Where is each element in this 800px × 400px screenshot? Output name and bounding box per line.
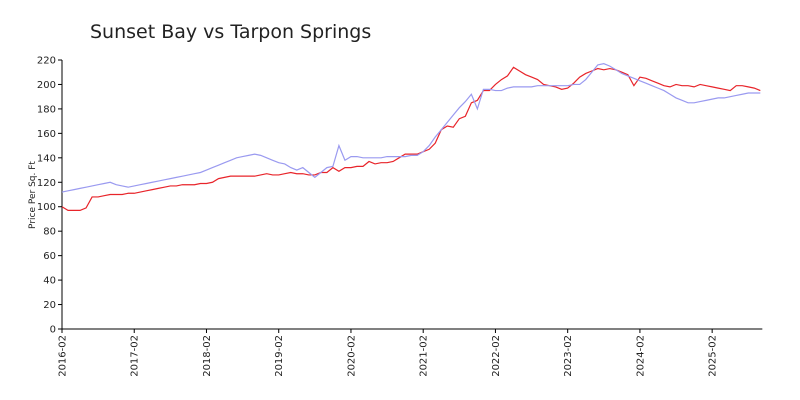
- y-axis-label: Price Per Sq. Ft: [28, 161, 38, 229]
- x-tick-label: 2018-02: [202, 335, 213, 377]
- y-tick-label: 60: [43, 251, 56, 262]
- y-tick-label: 200: [37, 80, 56, 91]
- line-series: [61, 63, 761, 193]
- y-tick-label: 140: [37, 153, 56, 164]
- chart-title: Sunset Bay vs Tarpon Springs: [90, 21, 371, 43]
- y-tick-label: 120: [37, 178, 56, 189]
- x-tick-label: 2016-02: [58, 335, 69, 377]
- x-tick-label: 2025-02: [708, 335, 719, 377]
- line-series: [61, 66, 761, 211]
- y-tick-label: 160: [37, 129, 56, 140]
- x-tick-label: 2019-02: [274, 335, 285, 377]
- x-tick-label: 2017-02: [130, 335, 141, 377]
- y-tick-label: 80: [43, 227, 56, 238]
- y-tick-label: 40: [43, 276, 56, 287]
- x-tick-label: 2023-02: [563, 335, 574, 377]
- y-tick-label: 0: [50, 325, 56, 336]
- y-tick-label: 220: [37, 56, 56, 67]
- y-tick-label: 20: [43, 300, 56, 311]
- x-tick-label: 2021-02: [419, 335, 430, 377]
- x-tick-label: 2024-02: [635, 335, 646, 377]
- x-tick-label: 2022-02: [491, 335, 502, 377]
- y-tick-label: 180: [37, 104, 56, 115]
- y-tick-label: 100: [37, 202, 56, 213]
- x-tick-label: 2020-02: [346, 335, 357, 377]
